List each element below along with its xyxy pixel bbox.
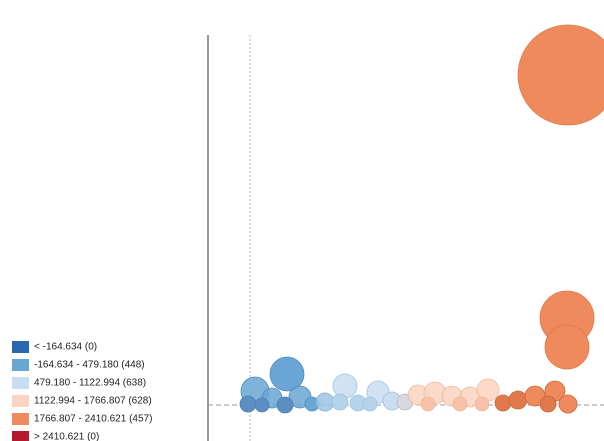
bubble	[331, 393, 349, 411]
legend: < -164.634 (0) -164.634 - 479.180 (448) 47…	[12, 341, 152, 441]
legend-label: 1766.807 - 2410.621 (457)	[34, 414, 152, 425]
bubble	[508, 390, 528, 410]
bubble	[517, 24, 604, 126]
bubble	[539, 395, 557, 413]
legend-swatch	[12, 431, 29, 441]
legend-swatch	[12, 359, 29, 371]
legend-label: < -164.634 (0)	[34, 342, 97, 353]
plot-area	[207, 24, 604, 441]
bubbles	[239, 24, 604, 414]
legend-swatch	[12, 395, 29, 407]
legend-label: 1122.994 - 1766.807 (628)	[34, 396, 152, 407]
legend-swatch	[12, 413, 29, 425]
bubble	[524, 385, 546, 407]
bubble	[420, 396, 436, 412]
legend-label: -164.634 - 479.180 (448)	[34, 360, 145, 371]
bubble	[315, 392, 335, 412]
legend-label: 479.180 - 1122.994 (638)	[34, 378, 146, 389]
legend-swatch	[12, 341, 29, 353]
bubble	[474, 396, 490, 412]
bubble	[276, 396, 294, 414]
legend-label: > 2410.621 (0)	[34, 432, 99, 441]
legend-swatch	[12, 377, 29, 389]
bubble	[362, 396, 378, 412]
bubble	[544, 324, 590, 370]
bubble	[452, 396, 468, 412]
bubble	[239, 395, 257, 413]
bubble	[494, 394, 512, 412]
bubble	[558, 394, 578, 414]
bubble	[254, 397, 270, 413]
bubble	[269, 356, 305, 392]
